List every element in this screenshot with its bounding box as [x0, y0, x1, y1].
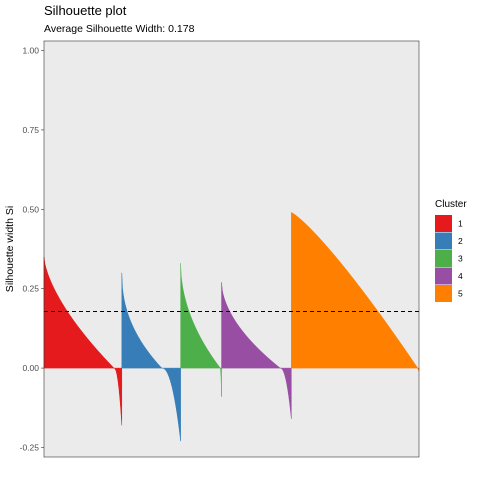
legend-title: Cluster — [435, 199, 467, 210]
legend-swatch-2 — [435, 233, 452, 250]
y-tick-label: 0.50 — [22, 204, 39, 214]
legend: Cluster 1 2 3 4 5 — [435, 199, 467, 302]
legend-swatch-1 — [435, 215, 452, 232]
legend-label-2: 2 — [458, 236, 463, 246]
y-axis-title: Silhouette width Si — [4, 206, 16, 292]
y-tick-label: 0.00 — [22, 363, 39, 373]
legend-label-1: 1 — [458, 219, 463, 229]
chart-title: Silhouette plot — [44, 3, 127, 18]
plot-panel — [44, 41, 419, 457]
legend-label-3: 3 — [458, 254, 463, 264]
y-axis: -0.25 0.00 0.25 0.50 0.75 1.00 — [20, 46, 44, 453]
y-tick-label: 0.75 — [22, 125, 39, 135]
legend-swatch-3 — [435, 250, 452, 267]
legend-label-4: 4 — [458, 271, 463, 281]
chart-subtitle: Average Silhouette Width: 0.178 — [44, 23, 195, 35]
y-tick-label: 1.00 — [22, 46, 39, 56]
legend-swatch-5 — [435, 285, 452, 302]
legend-swatch-4 — [435, 268, 452, 285]
y-tick-label: -0.25 — [20, 442, 40, 452]
y-tick-label: 0.25 — [22, 284, 39, 294]
legend-label-5: 5 — [458, 289, 463, 299]
